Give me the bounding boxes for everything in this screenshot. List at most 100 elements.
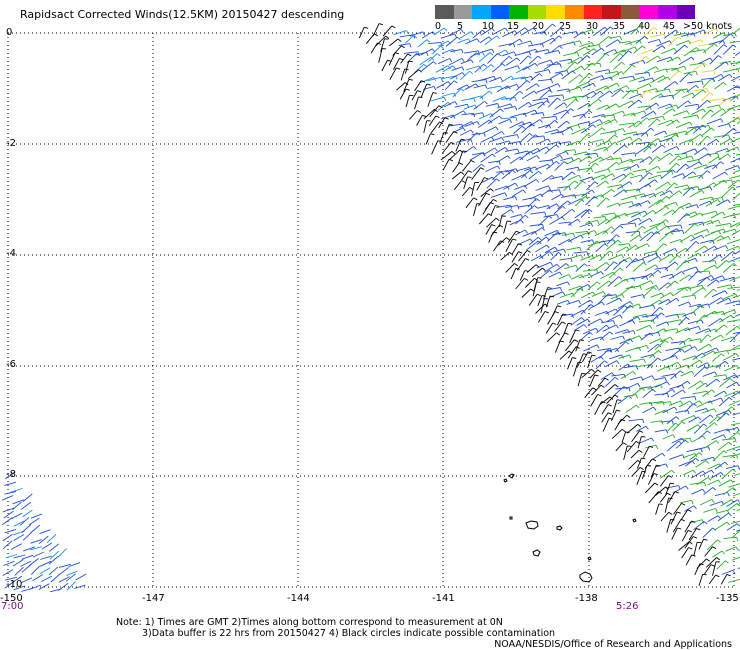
wind-barb (557, 185, 570, 189)
wind-barb-tick (621, 61, 625, 66)
y-tick-label: -10 (6, 579, 23, 590)
wind-barb (661, 373, 675, 377)
wind-barb (723, 293, 736, 300)
wind-barb-tick (568, 239, 573, 243)
wind-barb-tick (556, 214, 559, 219)
wind-barb (503, 220, 508, 234)
wind-barb (678, 139, 692, 145)
wind-barb-tick (643, 110, 647, 115)
wind-barb (648, 491, 659, 504)
wind-barb (597, 377, 606, 387)
wind-barb (733, 331, 740, 334)
wind-barb (510, 214, 522, 218)
wind-barb (437, 40, 449, 47)
wind-barb (675, 260, 687, 271)
wind-barb (403, 79, 410, 92)
wind-barb-tick (567, 200, 571, 204)
wind-barb (682, 92, 693, 98)
legend-label: 45 (663, 21, 676, 32)
wind-barb (613, 259, 625, 270)
wind-barb-tick (497, 53, 502, 57)
wind-barb (41, 542, 53, 550)
wind-barb (623, 163, 638, 172)
wind-barb (729, 332, 740, 343)
wind-barb (405, 95, 410, 108)
wind-barb (688, 270, 699, 281)
wind-barb-tick (628, 395, 633, 399)
wind-barb-tick (595, 327, 599, 332)
wind-barb (688, 221, 703, 226)
wind-barb-tick (517, 148, 520, 153)
wind-barb (630, 110, 645, 116)
wind-barb-tick (672, 434, 676, 439)
wind-barb-tick (516, 84, 520, 88)
wind-barb (505, 238, 513, 252)
wind-barb-tick (720, 297, 725, 301)
wind-barb (653, 68, 666, 73)
wind-barb (684, 520, 692, 533)
wind-barb-tick (568, 322, 573, 325)
wind-barb (467, 52, 477, 61)
wind-barb (513, 125, 523, 134)
wind-barb (628, 137, 640, 146)
wind-barb (735, 303, 740, 306)
wind-barb (529, 223, 543, 227)
wind-barb (585, 162, 596, 173)
wind-barb (549, 154, 561, 161)
wind-barb-tick (661, 452, 666, 457)
wind-barb (575, 263, 585, 272)
wind-barb-tick (538, 170, 542, 175)
wind-barb (719, 378, 730, 388)
wind-barb (671, 130, 686, 136)
wind-barb (703, 310, 716, 318)
wind-barb (715, 509, 728, 514)
wind-barb-tick (659, 307, 664, 311)
wind-barb (445, 36, 458, 47)
wind-barb (648, 269, 659, 278)
wind-barb (73, 584, 86, 589)
wind-barb-tick (438, 105, 443, 108)
wind-barb-tick (549, 270, 553, 274)
wind-barb (606, 314, 621, 323)
wind-barb (706, 104, 720, 109)
wind-barb (585, 196, 595, 206)
wind-barb-tick (417, 110, 421, 113)
wind-barb (545, 322, 554, 334)
wind-barb (725, 300, 740, 305)
wind-barb (712, 561, 717, 576)
wind-barb-tick (735, 353, 739, 357)
wind-barb-tick (691, 155, 694, 160)
wind-barb (720, 107, 733, 117)
wind-barb (703, 347, 717, 354)
wind-barb (662, 248, 676, 255)
wind-barb-tick (626, 414, 631, 418)
wind-barb (635, 200, 648, 207)
wind-barb (445, 131, 455, 143)
wind-barb-tick (577, 218, 581, 223)
wind-barb (704, 422, 715, 431)
wind-barb (722, 406, 732, 415)
wind-barb-tick (560, 28, 564, 32)
wind-barb (606, 297, 620, 305)
wind-barb (736, 268, 740, 271)
wind-barb (684, 536, 694, 549)
wind-barb-tick (558, 35, 563, 39)
wind-barb-tick (717, 479, 721, 484)
wind-barb (664, 498, 669, 513)
wind-barb (683, 70, 697, 75)
wind-barb (712, 450, 725, 462)
wind-barb (536, 138, 549, 145)
wind-barb (452, 127, 464, 134)
wind-barb-tick (516, 57, 521, 62)
wind-barb (586, 240, 598, 251)
wind-barb (530, 211, 545, 215)
wind-barb (612, 386, 625, 397)
wind-barb-tick (629, 305, 634, 308)
wind-barb-tick (705, 460, 710, 464)
wind-barb-tick (616, 399, 622, 401)
wind-barb (428, 41, 441, 45)
wind-barb-tick (736, 146, 740, 151)
wind-barb (564, 264, 577, 270)
wind-barb-tick (733, 128, 737, 132)
wind-barb-tick (619, 36, 623, 41)
